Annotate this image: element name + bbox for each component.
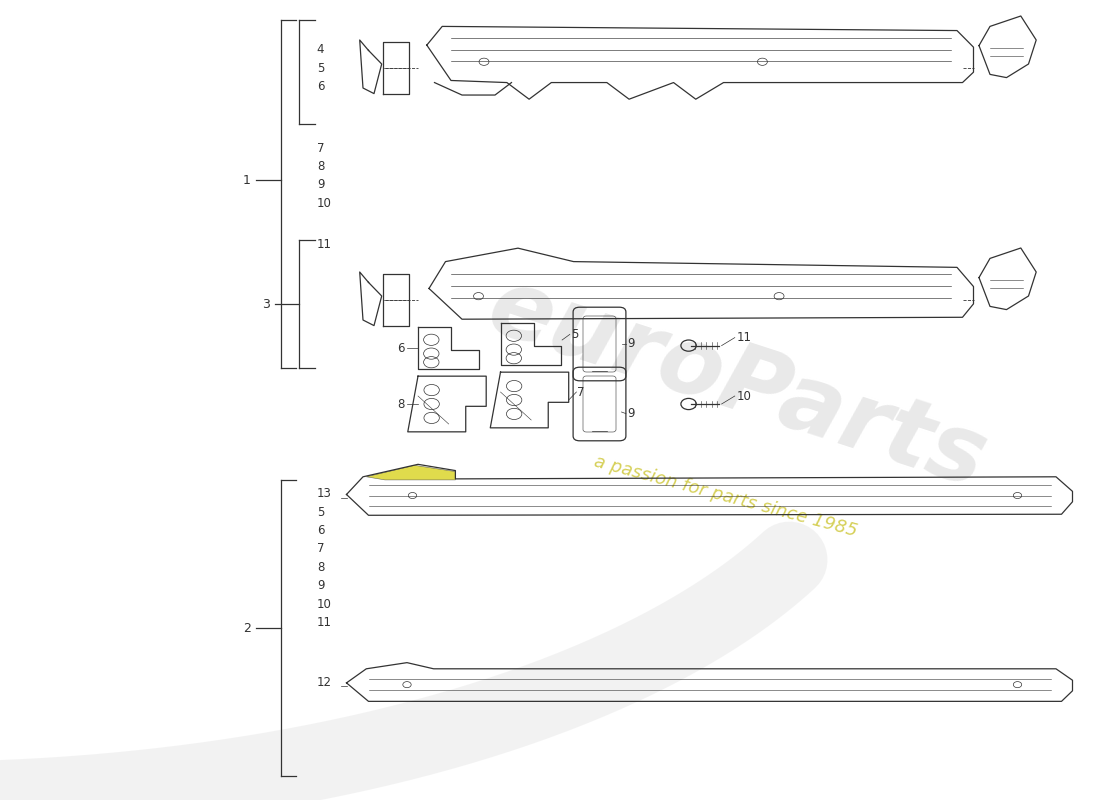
Text: 8: 8: [317, 160, 324, 173]
Text: a passion for parts since 1985: a passion for parts since 1985: [593, 452, 859, 540]
Text: 5: 5: [571, 328, 579, 341]
Text: 9: 9: [627, 338, 635, 350]
Text: 4: 4: [317, 43, 324, 56]
Text: 6: 6: [317, 80, 324, 93]
Text: 12: 12: [317, 676, 332, 689]
Text: 1: 1: [243, 174, 251, 186]
Text: 7: 7: [317, 142, 324, 154]
Text: 10: 10: [737, 390, 752, 402]
Text: 3: 3: [262, 298, 270, 310]
Polygon shape: [366, 466, 455, 480]
Text: 11: 11: [317, 616, 332, 629]
Text: 10: 10: [317, 197, 332, 210]
Text: 11: 11: [317, 238, 332, 250]
Text: 9: 9: [317, 579, 324, 592]
Text: 2: 2: [243, 622, 251, 634]
Text: 8: 8: [317, 561, 324, 574]
Text: euroParts: euroParts: [476, 260, 998, 508]
Text: 7: 7: [578, 386, 585, 398]
Text: 11: 11: [737, 331, 752, 344]
Text: 5: 5: [317, 62, 324, 74]
Text: 9: 9: [627, 407, 635, 420]
Text: 13: 13: [317, 487, 332, 500]
Text: 5: 5: [317, 506, 324, 518]
Text: 6: 6: [317, 524, 324, 537]
Text: 9: 9: [317, 178, 324, 191]
Text: 7: 7: [317, 542, 324, 555]
Text: 6: 6: [397, 342, 405, 354]
Text: 10: 10: [317, 598, 332, 610]
Text: 8: 8: [397, 398, 405, 410]
